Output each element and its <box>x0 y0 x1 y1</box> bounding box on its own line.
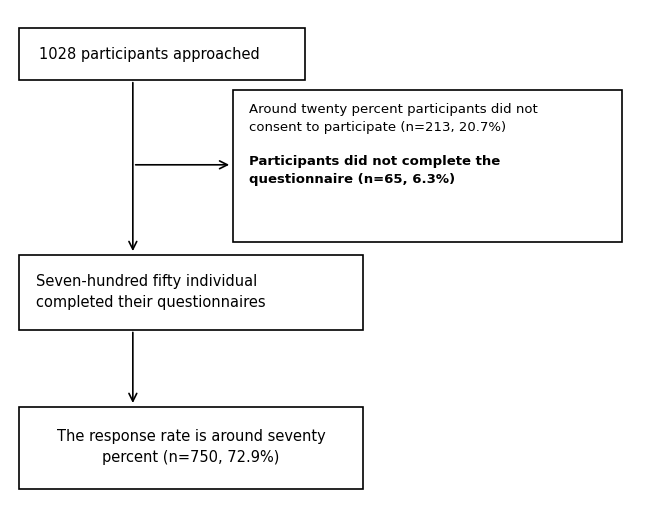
FancyBboxPatch shape <box>233 90 622 242</box>
Text: 1028 participants approached: 1028 participants approached <box>39 46 260 62</box>
Text: Around twenty percent participants did not: Around twenty percent participants did n… <box>249 103 538 116</box>
FancyBboxPatch shape <box>19 255 363 330</box>
FancyBboxPatch shape <box>19 407 363 489</box>
Text: questionnaire (n=65, 6.3%): questionnaire (n=65, 6.3%) <box>249 173 456 186</box>
Text: Seven-hundred fifty individual: Seven-hundred fifty individual <box>36 274 257 289</box>
FancyBboxPatch shape <box>19 28 305 80</box>
Text: completed their questionnaires: completed their questionnaires <box>36 295 265 311</box>
Text: percent (n=750, 72.9%): percent (n=750, 72.9%) <box>102 450 280 465</box>
Text: Participants did not complete the: Participants did not complete the <box>249 155 501 168</box>
Text: consent to participate (n=213, 20.7%): consent to participate (n=213, 20.7%) <box>249 121 507 134</box>
Text: The response rate is around seventy: The response rate is around seventy <box>57 428 325 444</box>
